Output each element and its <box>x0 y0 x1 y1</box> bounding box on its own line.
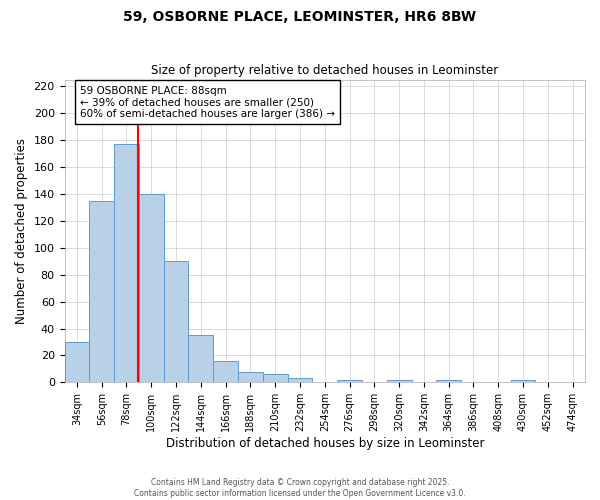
Bar <box>287 378 313 382</box>
Text: 59 OSBORNE PLACE: 88sqm
← 39% of detached houses are smaller (250)
60% of semi-d: 59 OSBORNE PLACE: 88sqm ← 39% of detache… <box>80 86 335 119</box>
Bar <box>238 372 263 382</box>
Bar <box>89 200 114 382</box>
Bar <box>65 342 89 382</box>
Bar <box>139 194 164 382</box>
Bar <box>263 374 287 382</box>
Title: Size of property relative to detached houses in Leominster: Size of property relative to detached ho… <box>151 64 499 77</box>
Bar <box>436 380 461 382</box>
X-axis label: Distribution of detached houses by size in Leominster: Distribution of detached houses by size … <box>166 437 484 450</box>
Bar <box>511 380 535 382</box>
Bar <box>188 335 213 382</box>
Bar <box>164 261 188 382</box>
Bar <box>337 380 362 382</box>
Text: 59, OSBORNE PLACE, LEOMINSTER, HR6 8BW: 59, OSBORNE PLACE, LEOMINSTER, HR6 8BW <box>124 10 476 24</box>
Bar <box>387 380 412 382</box>
Bar <box>213 361 238 382</box>
Bar <box>114 144 139 382</box>
Y-axis label: Number of detached properties: Number of detached properties <box>15 138 28 324</box>
Text: Contains HM Land Registry data © Crown copyright and database right 2025.
Contai: Contains HM Land Registry data © Crown c… <box>134 478 466 498</box>
